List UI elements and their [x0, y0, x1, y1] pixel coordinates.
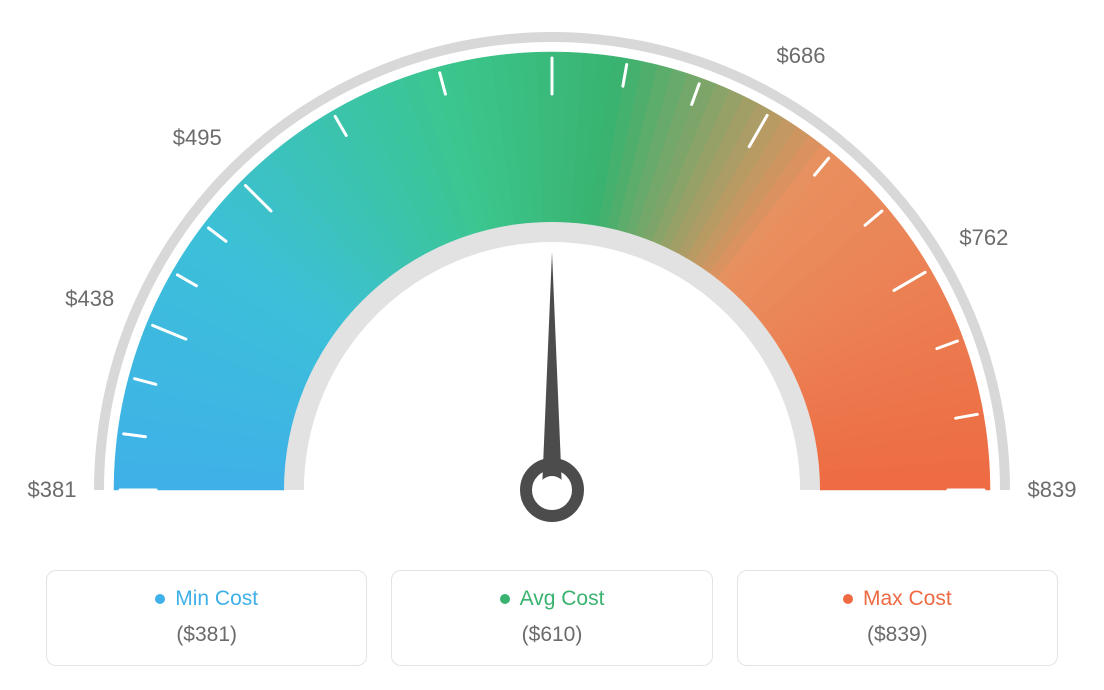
- legend-card-max: Max Cost ($839): [737, 570, 1058, 666]
- gauge-tick-label: $762: [959, 225, 1008, 251]
- legend-title-avg: Avg Cost: [500, 587, 605, 611]
- legend-dot-max: [843, 594, 853, 604]
- legend-card-avg: Avg Cost ($610): [391, 570, 712, 666]
- gauge-tick-label: $686: [777, 43, 826, 69]
- legend-label-avg: Avg Cost: [520, 587, 605, 611]
- legend-row: Min Cost ($381) Avg Cost ($610) Max Cost…: [46, 570, 1058, 666]
- gauge-svg: [0, 0, 1104, 560]
- legend-card-min: Min Cost ($381): [46, 570, 367, 666]
- legend-dot-min: [155, 594, 165, 604]
- legend-label-min: Min Cost: [175, 587, 258, 611]
- legend-dot-avg: [500, 594, 510, 604]
- legend-value-avg: ($610): [392, 623, 711, 647]
- legend-value-max: ($839): [738, 623, 1057, 647]
- legend-title-min: Min Cost: [155, 587, 258, 611]
- gauge-tick-label: $438: [65, 286, 114, 312]
- gauge-chart: $381 $438 $495 $610 $686 $762 $839: [0, 0, 1104, 560]
- gauge-tick-label: $381: [28, 477, 77, 503]
- legend-title-max: Max Cost: [843, 587, 952, 611]
- legend-label-max: Max Cost: [863, 587, 952, 611]
- gauge-tick-label: $839: [1028, 477, 1077, 503]
- gauge-tick-label: $495: [173, 125, 222, 151]
- legend-value-min: ($381): [47, 623, 366, 647]
- gauge-tick-label: $610: [528, 0, 577, 3]
